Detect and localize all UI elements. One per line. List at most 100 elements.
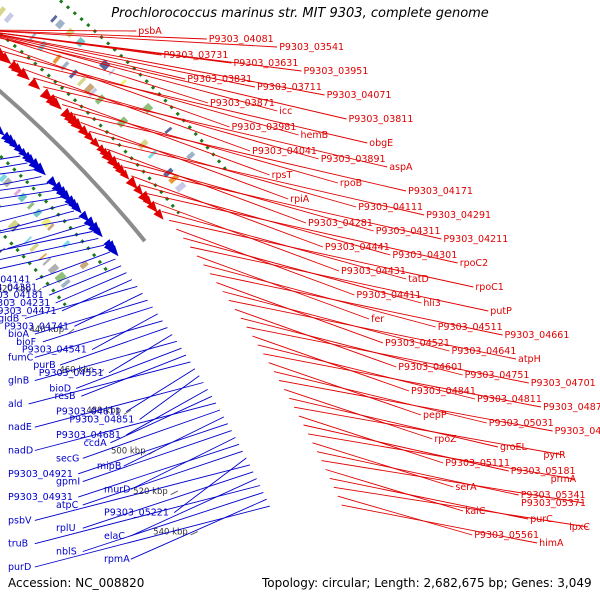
leader-line	[312, 442, 454, 488]
gene-label: rpoC1	[475, 282, 503, 293]
feature-block	[186, 151, 196, 161]
gene-label: P9303_04171	[408, 186, 473, 197]
gene-label: icc	[279, 106, 292, 117]
gene-label: P9303_04551	[39, 368, 104, 379]
leader-line	[294, 406, 564, 456]
gene-label: ccdA	[84, 438, 107, 449]
leader-line	[7, 224, 87, 250]
gene-label: bioF	[16, 337, 36, 348]
gene-label: P9303_03981	[232, 122, 297, 133]
gene-label: P9303_04111	[358, 202, 423, 213]
strand-arrow	[27, 77, 41, 90]
leader-line	[42, 86, 388, 168]
strand-arrow	[46, 176, 58, 188]
gene-label: rpmA	[104, 554, 130, 565]
leader-line	[222, 291, 450, 352]
gene-label: hli3	[423, 298, 440, 309]
leader-line	[257, 344, 476, 400]
gene-label: P9303_04811	[477, 394, 542, 405]
leader-line	[82, 471, 254, 529]
leader-line	[228, 299, 517, 360]
leader-line	[209, 273, 503, 336]
leader-line	[123, 166, 442, 240]
feature-block	[47, 263, 60, 275]
leader-line	[234, 308, 397, 368]
gene-label: hemB	[301, 130, 329, 141]
forward-gene-labels: psbA P9303_04081 P9303_03541 P9303_03731 P93…	[138, 26, 600, 549]
leader-line	[0, 37, 209, 104]
gene-label: P9303_04441	[325, 242, 390, 253]
strand-arrow	[119, 169, 130, 180]
reverse-gene-labels: P9303_03451P9303_03721cypXP9303_03781thy…	[0, 244, 169, 573]
gene-label: groEL	[500, 442, 528, 453]
gene-label: atpH	[518, 354, 541, 365]
feature-block	[64, 27, 75, 38]
feature-block	[0, 173, 8, 183]
feature-block	[174, 181, 187, 193]
leader-line	[333, 486, 589, 528]
leader-line	[303, 424, 509, 472]
leader-line	[183, 237, 422, 304]
leader-line	[34, 464, 251, 521]
leader-line	[108, 334, 173, 374]
feature-block	[83, 83, 95, 95]
gene-label: P9303_04701	[531, 378, 596, 389]
feature-block	[147, 149, 158, 159]
feature-block	[38, 252, 48, 261]
strand-arrow	[133, 184, 144, 196]
feature-block	[76, 76, 87, 87]
tick-label: 500 kbp	[111, 447, 146, 457]
genome-backbone	[0, 88, 147, 243]
tick-mark	[97, 369, 105, 375]
leader-line	[78, 443, 240, 498]
leader-line	[0, 37, 347, 120]
gene-label: nadE	[8, 422, 32, 433]
leader-line	[154, 202, 340, 272]
feature-block	[29, 242, 40, 253]
leader-line	[12, 59, 368, 144]
leader-line	[55, 272, 127, 304]
gene-label: nblS	[56, 547, 77, 558]
feature-block	[54, 271, 67, 284]
leader-line	[0, 196, 62, 208]
leader-line	[82, 491, 264, 552]
leader-line	[316, 451, 519, 496]
feature-block	[46, 223, 55, 231]
reverse-label-lines	[0, 155, 270, 568]
feature-block	[26, 201, 35, 210]
gene-label: P9303_04641	[452, 346, 517, 357]
leader-line	[190, 246, 489, 312]
strand-arrow	[33, 162, 46, 176]
leader-line	[0, 32, 302, 72]
feature-block	[17, 192, 28, 203]
gene-label: P9303_04851	[69, 415, 134, 426]
gene-label: glnB	[8, 376, 29, 387]
gene-label: P9303_04871	[543, 402, 600, 413]
leader-line	[0, 44, 230, 128]
gene-label: P9303_05371	[521, 498, 586, 509]
feature-block	[23, 236, 32, 245]
gene-label: prmA	[551, 474, 577, 485]
gene-label: P9303_04051	[0, 244, 2, 255]
ring-border-3	[0, 31, 181, 215]
gene-label: rpoC2	[460, 258, 488, 269]
gene-label: P9303_05111	[445, 458, 510, 469]
leader-line	[82, 450, 243, 506]
gene-label: P9303_03731	[164, 50, 229, 61]
strand-arrow	[108, 245, 119, 257]
gene-label: secG	[56, 453, 79, 464]
gene-label: fumC	[8, 352, 34, 363]
gene-label: P9303_05341	[521, 490, 586, 501]
gene-label: P9303_04431	[341, 266, 406, 277]
tick-mark	[34, 288, 42, 295]
gene-label: murD	[104, 484, 131, 495]
gene-label: serA	[455, 482, 477, 493]
gene-label: kaiC	[465, 506, 486, 517]
feature-block	[108, 68, 116, 76]
feature-block	[60, 278, 71, 289]
gene-label: P9303_04751	[465, 370, 530, 381]
leader-line	[22, 68, 251, 152]
gene-label: purB	[33, 360, 55, 371]
gene-label: P9303_04071	[327, 90, 392, 101]
leader-line	[33, 77, 319, 160]
